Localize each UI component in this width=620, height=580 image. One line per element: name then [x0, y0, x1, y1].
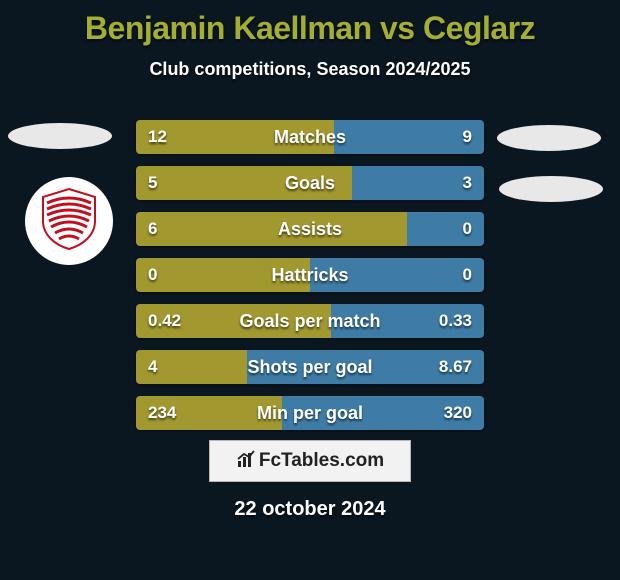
stat-bar-player2 [352, 166, 484, 200]
ellipse-shape [8, 123, 112, 149]
stat-row: Min per goal234320 [136, 396, 484, 430]
date-label: 22 october 2024 [0, 498, 620, 521]
stat-row: Goals per match0.420.33 [136, 304, 484, 338]
ellipse-shape [497, 125, 601, 151]
club-badge [25, 177, 113, 265]
stat-bar-player1 [136, 120, 334, 154]
stat-row: Assists60 [136, 212, 484, 246]
subtitle: Club competitions, Season 2024/2025 [0, 59, 620, 80]
stat-bar-player1 [136, 166, 352, 200]
stat-bar-player1 [136, 258, 310, 292]
ellipse-shape [499, 176, 603, 202]
page-title: Benjamin Kaellman vs Ceglarz [0, 0, 620, 47]
club-crest-icon [35, 185, 103, 258]
branding-box: FcTables.com [209, 440, 411, 482]
stat-bar-player2 [247, 350, 484, 384]
stat-row: Shots per goal48.67 [136, 350, 484, 384]
stat-bar-player2 [310, 258, 484, 292]
stat-bar-player1 [136, 350, 247, 384]
stat-bar-player1 [136, 396, 282, 430]
stat-row: Goals53 [136, 166, 484, 200]
stats-bars: Matches129 Goals53 Assists60 Hattricks00 Goa… [136, 120, 484, 442]
branding-text: FcTables.com [259, 450, 384, 472]
stat-row: Matches129 [136, 120, 484, 154]
stat-bar-player2 [334, 120, 484, 154]
stat-bar-player1 [136, 212, 407, 246]
chart-icon [236, 449, 256, 474]
stat-row: Hattricks00 [136, 258, 484, 292]
stat-bar-player2 [331, 304, 484, 338]
stat-bar-player1 [136, 304, 331, 338]
stat-bar-player2 [282, 396, 484, 430]
stat-bar-player2 [407, 212, 484, 246]
